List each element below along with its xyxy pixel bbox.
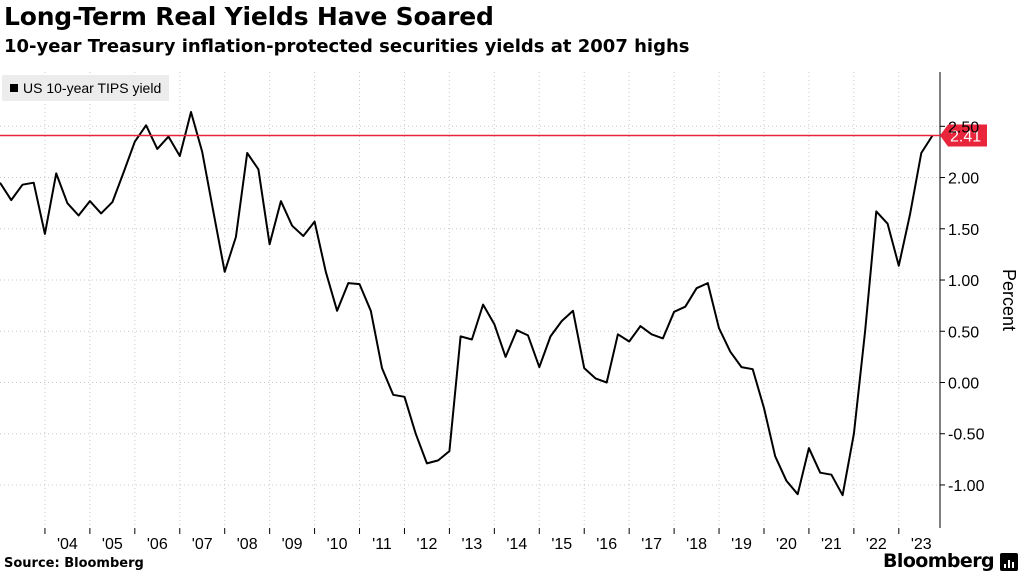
- chart-title: Long-Term Real Yields Have Soared: [4, 2, 494, 31]
- x-tick-label: '05: [102, 536, 123, 553]
- x-tick-label: '20: [776, 536, 797, 553]
- x-tick-label: '22: [866, 536, 887, 553]
- x-tick-label: '04: [57, 536, 78, 553]
- x-tick-label: '12: [417, 536, 438, 553]
- x-tick-label: '21: [821, 536, 842, 553]
- y-tick-label: 2.00: [948, 171, 979, 188]
- x-tick-label: '09: [282, 536, 303, 553]
- legend-swatch-icon: [10, 84, 18, 92]
- x-tick-label: '13: [461, 536, 482, 553]
- chart-legend: US 10-year TIPS yield: [2, 75, 170, 101]
- x-tick-label: '15: [551, 536, 572, 553]
- x-tick-label: '16: [596, 536, 617, 553]
- y-tick-label: -0.50: [948, 427, 985, 444]
- reference-value-flag: [940, 124, 987, 147]
- x-tick-label: '10: [327, 536, 348, 553]
- x-tick-label: '08: [237, 536, 258, 553]
- x-tick-label: '14: [506, 536, 527, 553]
- x-tick-label: '18: [686, 536, 707, 553]
- brand-logo: Bloomberg: [883, 550, 995, 572]
- source-note: Source: Bloomberg: [4, 556, 144, 571]
- x-tick-label: '07: [192, 536, 213, 553]
- series-line-tips-yield: [0, 111, 934, 497]
- x-tick-label: '19: [731, 536, 752, 553]
- chart-subtitle: 10-year Treasury inflation-protected sec…: [4, 36, 690, 57]
- reference-value-label: 2.41: [950, 129, 981, 146]
- x-tick-label: '11: [372, 536, 392, 553]
- bar-chart-icon: [1000, 553, 1018, 571]
- y-tick-label: 0.00: [948, 375, 979, 392]
- x-tick-label: '23: [911, 536, 932, 553]
- y-tick-label: 0.50: [948, 324, 979, 341]
- y-tick-label: 2.50: [948, 119, 979, 136]
- x-tick-label: '17: [641, 536, 662, 553]
- y-tick-label: 1.00: [948, 273, 979, 290]
- y-axis-label: Percent: [999, 269, 1019, 331]
- legend-label: US 10-year TIPS yield: [23, 80, 162, 96]
- y-tick-label: -1.00: [948, 478, 985, 495]
- x-tick-label: '06: [147, 536, 168, 553]
- y-tick-label: 1.50: [948, 222, 979, 239]
